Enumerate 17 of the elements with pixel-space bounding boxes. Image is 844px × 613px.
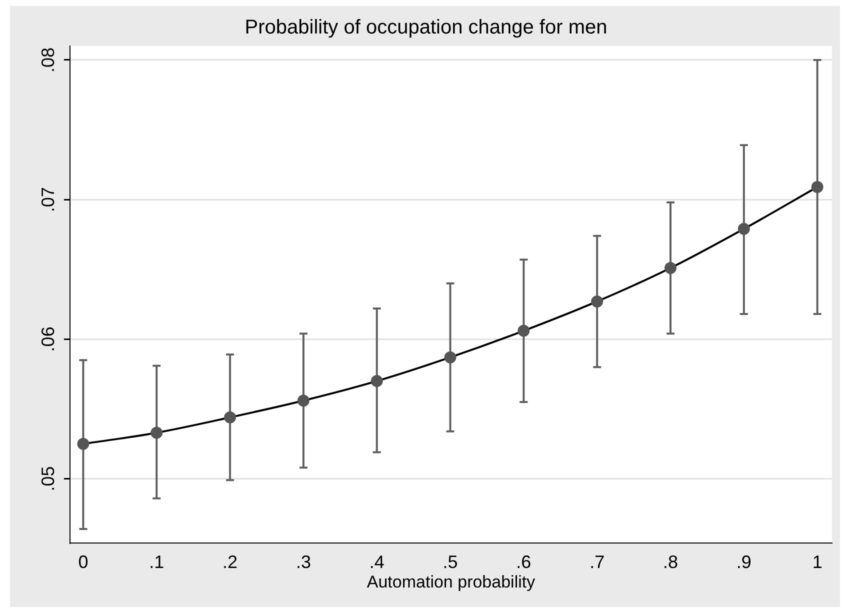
x-tick-label: 1 — [812, 552, 822, 572]
x-tick-label: .6 — [516, 552, 532, 572]
x-tick-label: .9 — [736, 552, 752, 572]
x-tick-label: .3 — [296, 552, 311, 572]
chart-title: Probability of occupation change for men — [244, 16, 608, 39]
x-tick-label: .5 — [442, 552, 458, 572]
x-tick-label: 0 — [78, 552, 88, 572]
y-tick-label: .07 — [38, 187, 58, 212]
y-tick-label: .08 — [38, 47, 58, 72]
x-axis-title: Automation probability — [366, 572, 536, 592]
y-tick-label: .06 — [38, 326, 58, 352]
x-tick-label: .1 — [149, 552, 164, 572]
x-tick-label: .7 — [590, 552, 605, 572]
y-tick-label: .05 — [38, 466, 58, 492]
x-tick-label: .2 — [222, 552, 238, 572]
x-tick-label: .4 — [369, 552, 384, 572]
x-tick-label: .8 — [662, 552, 678, 572]
